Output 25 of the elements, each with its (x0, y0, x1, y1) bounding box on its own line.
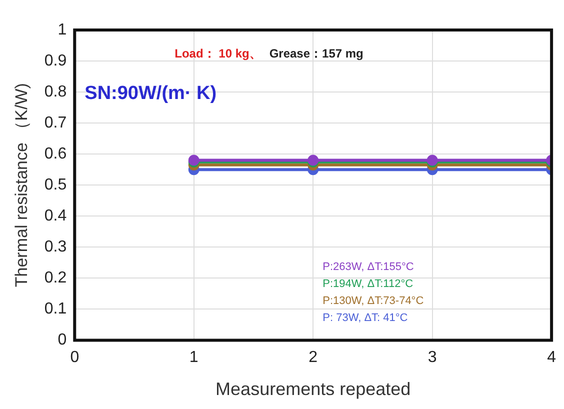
text: P:263W, ΔT:155°C (322, 261, 414, 274)
y-tick-label: 0 (58, 332, 67, 349)
text: P:194W, ΔT:112°C (322, 278, 414, 290)
y-tick-label: 0.2 (44, 270, 67, 287)
y-tick-label: 0.3 (44, 238, 67, 256)
y-tick-label: 0.7 (44, 114, 67, 132)
y-tick-label: 0.8 (44, 83, 67, 100)
x-tick-label: 3 (428, 349, 437, 366)
annotation: Load： 10 kg、 (174, 46, 262, 60)
y-tick-label: 1 (58, 21, 67, 38)
x-tick-label: 1 (189, 349, 198, 366)
annotation: SN:90W/(m· K) (84, 83, 217, 104)
text: P: 73W, ΔT: 41°C (322, 312, 408, 324)
y-axis-title: Thermal resistance （K/W) (12, 83, 31, 288)
y-tick-label: 0.4 (44, 208, 67, 225)
x-tick-label: 4 (547, 349, 556, 366)
y-tick-label: 0.1 (44, 300, 67, 318)
annotation: Grease：157 mg (269, 46, 364, 60)
x-tick-label: 0 (70, 349, 80, 366)
y-tick-label: 0.6 (44, 145, 67, 162)
x-tick-label: 2 (308, 349, 318, 366)
x-axis-title: Measurements repeated (216, 379, 411, 400)
text: P:130W, ΔT:73-74°C (322, 295, 424, 308)
y-tick-label: 0.9 (44, 52, 67, 70)
y-tick-label: 0.5 (44, 176, 67, 194)
